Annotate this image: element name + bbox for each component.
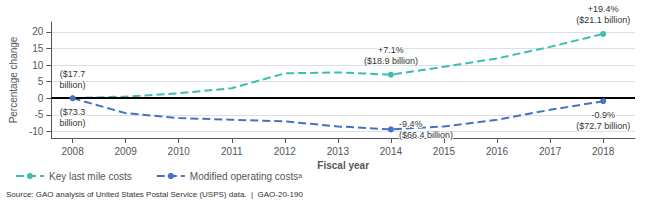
svg-text:20: 20	[32, 26, 44, 37]
svg-text:($73.3: ($73.3	[60, 107, 86, 117]
svg-text:Key last mile costs: Key last mile costs	[49, 171, 132, 182]
svg-text:0: 0	[38, 93, 44, 104]
svg-text:5: 5	[38, 76, 44, 87]
svg-text:($17.7: ($17.7	[60, 69, 86, 79]
svg-text:2018: 2018	[592, 146, 615, 157]
svg-text:($18.9 billion): ($18.9 billion)	[364, 56, 418, 66]
svg-text:2014: 2014	[380, 146, 403, 157]
svg-text:($21.1 billion): ($21.1 billion)	[576, 15, 630, 25]
svg-text:2008: 2008	[61, 146, 84, 157]
svg-text:($72.7 billion): ($72.7 billion)	[576, 121, 630, 131]
svg-text:billion): billion)	[60, 118, 86, 128]
svg-text:-5: -5	[34, 109, 43, 120]
svg-text:+7.1%: +7.1%	[378, 45, 404, 55]
svg-text:-0.9%: -0.9%	[591, 110, 615, 120]
svg-text:2016: 2016	[486, 146, 509, 157]
svg-text:2010: 2010	[168, 146, 191, 157]
svg-text:10: 10	[32, 60, 44, 71]
svg-text:-10: -10	[29, 126, 44, 137]
svg-text:Percentage change: Percentage change	[8, 36, 19, 123]
svg-text:2013: 2013	[327, 146, 350, 157]
svg-text:billion): billion)	[60, 80, 86, 90]
svg-text:2011: 2011	[221, 146, 243, 157]
svg-text:+19.4%: +19.4%	[588, 4, 619, 14]
svg-text:-9.4%: -9.4%	[399, 119, 423, 129]
svg-text:Fiscal year: Fiscal year	[317, 160, 369, 171]
svg-text:2017: 2017	[539, 146, 562, 157]
svg-text:($66.4 billion): ($66.4 billion)	[399, 130, 453, 140]
svg-text:2012: 2012	[274, 146, 297, 157]
svg-text:Modified operating costsᵃ: Modified operating costsᵃ	[190, 171, 302, 182]
svg-text:15: 15	[32, 43, 44, 54]
svg-text:2009: 2009	[115, 146, 138, 157]
svg-text:Source: GAO analysis of United: Source: GAO analysis of United States Po…	[6, 190, 303, 199]
svg-text:2015: 2015	[433, 146, 456, 157]
